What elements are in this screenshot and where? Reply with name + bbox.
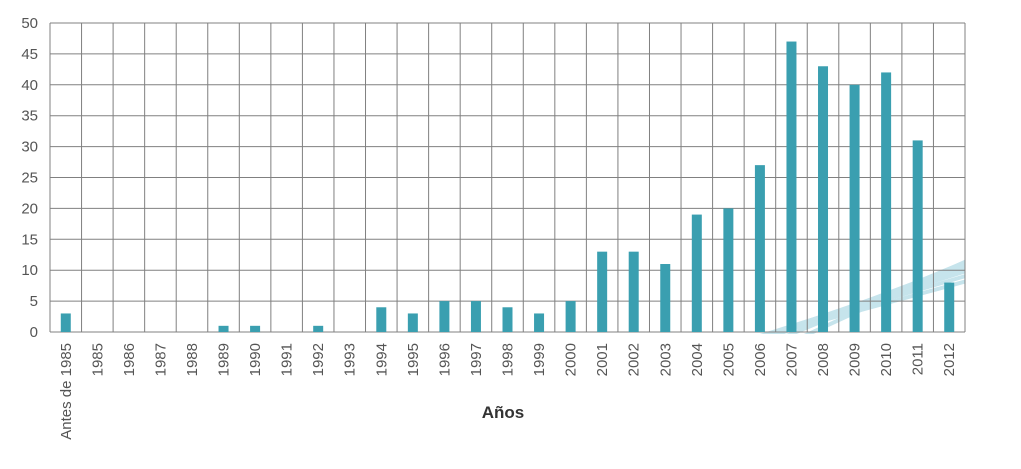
x-tick-label: 2010 xyxy=(878,343,895,376)
bar-1990 xyxy=(250,325,261,332)
y-tick-label: 15 xyxy=(21,231,38,248)
x-tick-label: 1996 xyxy=(436,343,453,376)
y-tick-label: 35 xyxy=(21,108,38,125)
x-axis-ticks: Antes de 1985 1985 1986 1987 1988 1989 1990 199… xyxy=(58,343,958,440)
x-tick-label: 2008 xyxy=(815,343,832,376)
y-tick-label: 30 xyxy=(21,139,38,156)
x-tick-label: 1991 xyxy=(279,343,296,376)
bars xyxy=(60,41,955,332)
x-tick-label: 1995 xyxy=(405,343,422,376)
bar-2009 xyxy=(849,84,860,332)
y-tick-label: 0 xyxy=(30,324,38,341)
bar-2001 xyxy=(597,251,608,332)
bar-2011 xyxy=(912,140,923,332)
y-tick-label: 45 xyxy=(21,46,38,63)
x-tick-label: 1985 xyxy=(89,343,106,376)
x-tick-label: 2006 xyxy=(752,343,769,376)
x-tick-label: 2001 xyxy=(594,343,611,376)
x-tick-label: 2011 xyxy=(910,343,927,375)
y-tick-label: 40 xyxy=(21,77,38,94)
x-tick-label: 1997 xyxy=(468,343,485,376)
x-tick-label: 1994 xyxy=(373,343,390,376)
x-tick-label: 1988 xyxy=(184,343,201,376)
x-axis-label: Años xyxy=(482,403,525,422)
y-tick-label: 50 xyxy=(21,15,38,32)
bar-2003 xyxy=(660,264,671,332)
y-tick-label: 10 xyxy=(21,262,38,279)
decorative-stripe xyxy=(803,259,965,334)
bar-2002 xyxy=(628,251,639,332)
bar-2005 xyxy=(723,208,734,332)
x-tick-label: 1999 xyxy=(531,343,548,376)
x-tick-label: 1986 xyxy=(121,343,138,376)
x-tick-label: 1992 xyxy=(310,343,327,376)
bar-1994 xyxy=(376,307,387,332)
bar-1989 xyxy=(218,325,229,332)
x-tick-label: 1989 xyxy=(216,343,233,376)
bar-1992 xyxy=(313,325,324,332)
x-tick-label: 2005 xyxy=(720,343,737,376)
y-tick-label: 25 xyxy=(21,170,38,187)
bar-1995 xyxy=(407,313,418,332)
bar-1999 xyxy=(534,313,545,332)
y-axis-ticks: 0 5 10 15 20 25 30 35 40 45 50 xyxy=(21,15,38,341)
bar-2008 xyxy=(818,66,829,332)
x-tick-label: 2007 xyxy=(783,343,800,376)
x-tick-label: 1998 xyxy=(500,343,517,376)
decorative-stripe xyxy=(786,260,965,334)
bar-1996 xyxy=(439,301,450,332)
bar-2000 xyxy=(565,301,576,332)
x-tick-label: 2003 xyxy=(657,343,674,376)
bar-2004 xyxy=(691,214,702,332)
y-tick-label: 5 xyxy=(30,293,38,310)
x-tick-label: 1993 xyxy=(342,343,359,376)
bar-2007 xyxy=(786,41,797,332)
bar-1997 xyxy=(470,301,481,332)
x-tick-label: 2004 xyxy=(689,343,706,376)
x-tick-label: 1987 xyxy=(152,343,169,376)
bar-antes-de-1985 xyxy=(60,313,71,332)
bar-2006 xyxy=(754,165,765,332)
x-tick-label: 2000 xyxy=(563,343,580,376)
y-tick-label: 20 xyxy=(21,200,38,217)
x-tick-label: 2012 xyxy=(941,343,958,376)
x-tick-label: 1990 xyxy=(247,343,264,376)
bar-2012 xyxy=(944,282,955,332)
bar-2010 xyxy=(881,72,892,332)
x-tick-label: 2002 xyxy=(626,343,643,376)
x-tick-label: 2009 xyxy=(847,343,864,376)
gridlines xyxy=(49,22,966,333)
x-tick-label: Antes de 1985 xyxy=(58,343,75,440)
bar-1998 xyxy=(502,307,513,332)
